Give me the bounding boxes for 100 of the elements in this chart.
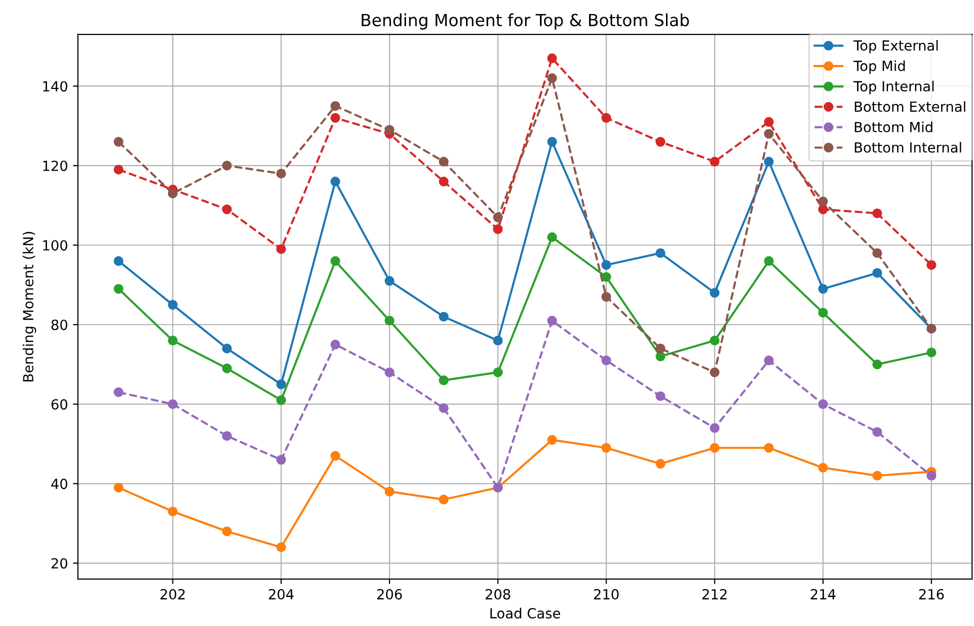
point bbox=[764, 117, 774, 127]
point bbox=[114, 136, 124, 147]
point bbox=[438, 312, 449, 322]
point bbox=[872, 427, 882, 437]
point bbox=[493, 336, 503, 346]
point bbox=[384, 124, 394, 135]
point bbox=[601, 443, 612, 453]
point bbox=[818, 204, 828, 214]
point bbox=[330, 340, 340, 350]
point bbox=[222, 204, 232, 214]
point bbox=[438, 403, 449, 413]
point bbox=[330, 256, 340, 266]
y-axis-title: Bending Moment (kN) bbox=[22, 232, 36, 382]
point bbox=[818, 462, 828, 473]
point bbox=[276, 168, 286, 178]
point bbox=[276, 379, 286, 390]
point bbox=[656, 458, 666, 469]
point bbox=[818, 399, 828, 409]
point bbox=[764, 356, 774, 366]
point bbox=[764, 443, 774, 453]
point bbox=[222, 160, 232, 170]
point bbox=[656, 391, 666, 402]
point bbox=[168, 300, 178, 310]
point bbox=[818, 196, 828, 206]
point bbox=[656, 136, 666, 147]
point bbox=[710, 367, 720, 378]
point bbox=[710, 288, 720, 298]
point bbox=[438, 176, 449, 186]
point bbox=[493, 212, 503, 222]
point bbox=[547, 73, 557, 84]
point bbox=[330, 113, 340, 123]
point bbox=[601, 260, 612, 270]
point bbox=[384, 367, 394, 378]
point bbox=[493, 367, 503, 378]
point bbox=[384, 276, 394, 286]
point bbox=[872, 470, 882, 481]
point bbox=[710, 156, 720, 166]
point bbox=[168, 336, 178, 346]
point bbox=[222, 526, 232, 536]
x-tick-label: 210 bbox=[594, 589, 619, 600]
x-axis-title: Load Case bbox=[490, 608, 560, 619]
legend-label: Top Mid bbox=[853, 60, 905, 74]
point bbox=[764, 256, 774, 266]
y-tick-label: 120 bbox=[43, 160, 68, 172]
point bbox=[656, 248, 666, 258]
point bbox=[114, 482, 124, 492]
point bbox=[601, 113, 612, 123]
x-tick-label: 212 bbox=[702, 589, 727, 600]
point bbox=[818, 308, 828, 318]
point bbox=[276, 542, 286, 552]
point bbox=[168, 188, 178, 198]
legend-label: Bottom Internal bbox=[854, 142, 962, 153]
point bbox=[276, 395, 286, 406]
point bbox=[547, 53, 557, 64]
point bbox=[168, 506, 178, 516]
point bbox=[601, 292, 612, 302]
point bbox=[601, 272, 612, 282]
point bbox=[330, 101, 340, 111]
y-tick-label: 60 bbox=[51, 399, 68, 410]
chart-title: Bending Moment for Top & Bottom Slab bbox=[362, 13, 689, 30]
point bbox=[222, 431, 232, 441]
legend-label: Top External bbox=[853, 40, 938, 54]
point bbox=[656, 352, 666, 362]
point bbox=[872, 208, 882, 218]
point bbox=[710, 423, 720, 433]
y-tick-label: 100 bbox=[43, 240, 68, 251]
legend-label: Top Internal bbox=[853, 80, 934, 94]
point bbox=[330, 176, 340, 186]
point bbox=[384, 316, 394, 326]
point bbox=[438, 375, 449, 386]
point bbox=[872, 360, 882, 370]
point bbox=[926, 470, 936, 481]
legend-label: Bottom Mid bbox=[854, 122, 932, 132]
point bbox=[926, 348, 936, 358]
point bbox=[114, 256, 124, 266]
x-tick-label: 214 bbox=[810, 589, 836, 600]
y-tick-label: 140 bbox=[43, 81, 68, 92]
point bbox=[330, 450, 340, 461]
point bbox=[547, 435, 557, 445]
point bbox=[493, 224, 503, 234]
point bbox=[872, 248, 882, 258]
point bbox=[168, 399, 178, 409]
point bbox=[926, 260, 936, 270]
point bbox=[818, 284, 828, 294]
point bbox=[222, 344, 232, 354]
point bbox=[547, 232, 557, 242]
y-tick-label: 40 bbox=[51, 478, 68, 490]
point bbox=[547, 316, 557, 326]
point bbox=[656, 344, 666, 354]
legend-label: Bottom External bbox=[854, 101, 966, 112]
point bbox=[547, 136, 557, 147]
point bbox=[222, 363, 232, 374]
x-tick-label: 208 bbox=[486, 589, 510, 600]
point bbox=[764, 128, 774, 139]
x-tick-label: 206 bbox=[377, 589, 402, 600]
point bbox=[276, 244, 286, 254]
x-tick-label: 202 bbox=[160, 589, 185, 600]
x-tick-label: 204 bbox=[268, 589, 294, 600]
point bbox=[114, 164, 124, 174]
point bbox=[384, 486, 394, 496]
